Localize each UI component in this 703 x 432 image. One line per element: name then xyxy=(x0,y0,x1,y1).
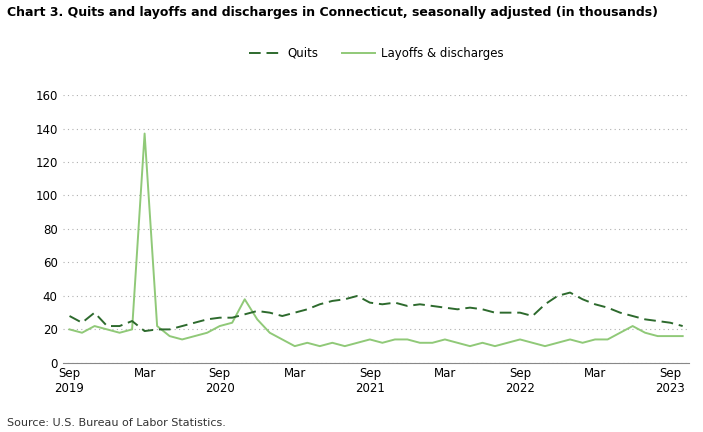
Legend: Quits, Layoffs & discharges: Quits, Layoffs & discharges xyxy=(244,42,508,64)
Text: Source: U.S. Bureau of Labor Statistics.: Source: U.S. Bureau of Labor Statistics. xyxy=(7,418,226,428)
Text: Chart 3. Quits and layoffs and discharges in Connecticut, seasonally adjusted (i: Chart 3. Quits and layoffs and discharge… xyxy=(7,6,658,19)
